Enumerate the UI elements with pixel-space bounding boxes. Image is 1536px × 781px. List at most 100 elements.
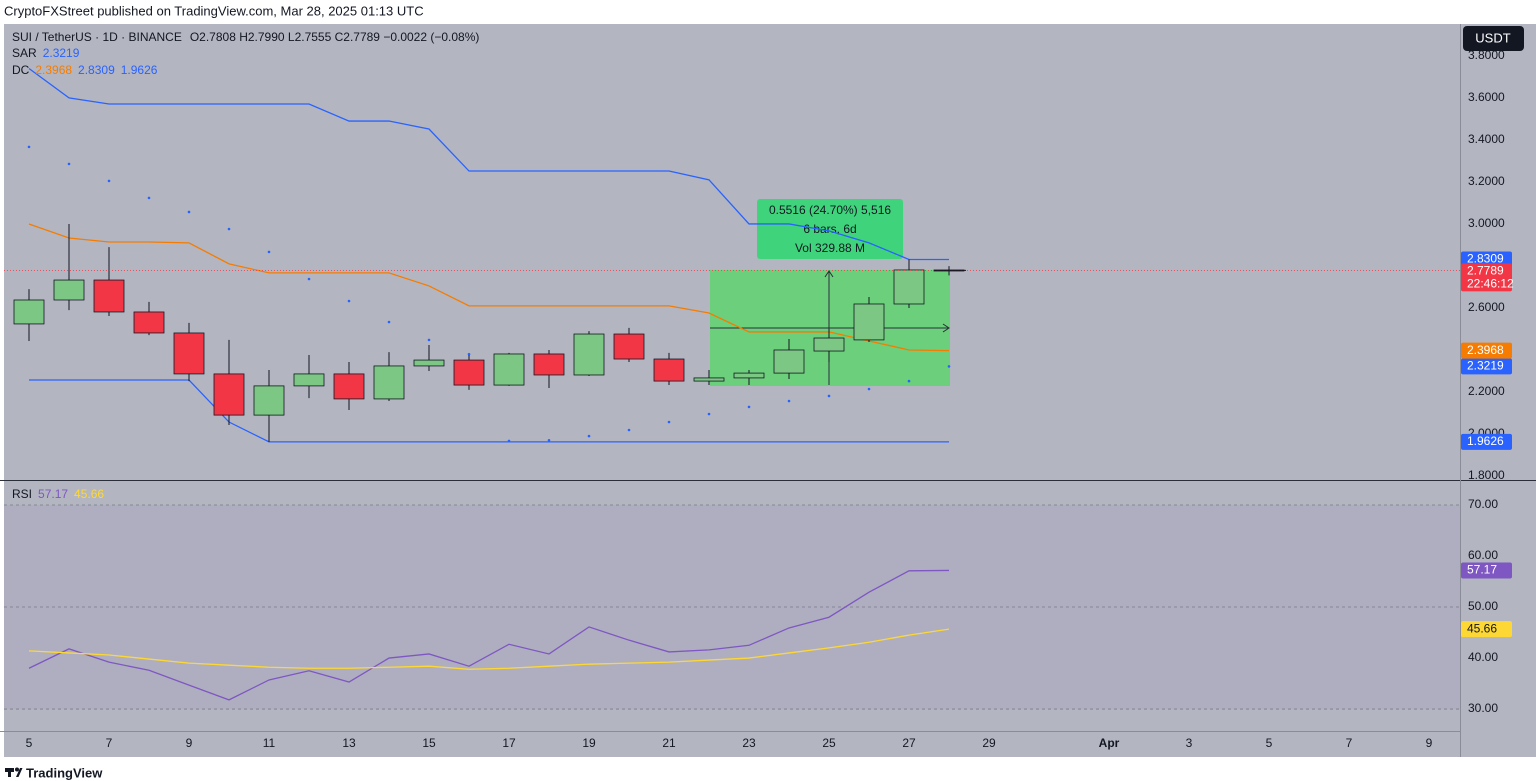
sar-dot xyxy=(27,145,31,149)
sar-dot xyxy=(347,299,351,303)
candle-body xyxy=(253,385,285,416)
price-badge-label: 2.8309 xyxy=(1467,252,1504,266)
x-tick-label: 9 xyxy=(1426,736,1433,750)
candle-body xyxy=(133,311,165,334)
price-badge xyxy=(1461,342,1512,359)
y-tick-label: 1.8000 xyxy=(1468,468,1505,482)
price-badge-label: 57.17 xyxy=(1467,563,1497,577)
sar-dot xyxy=(747,405,751,409)
y-tick-label: 3.2000 xyxy=(1468,174,1505,188)
sar-dot xyxy=(387,320,391,324)
price-badge-label: 2.3219 xyxy=(1467,359,1504,373)
logo-mark xyxy=(16,768,23,777)
indicator-legend: SAR 2.3219 xyxy=(12,46,80,60)
candle-body xyxy=(613,333,645,360)
candle-body xyxy=(573,333,605,376)
sar-dot xyxy=(267,250,271,254)
sar-dot xyxy=(867,387,871,391)
candle-body xyxy=(453,359,485,386)
x-tick-label: 19 xyxy=(582,736,596,750)
legend-name: RSI xyxy=(12,487,32,501)
measure-text: Vol 329.88 M xyxy=(795,241,865,255)
candle-body xyxy=(893,269,925,305)
price-badge-label: 2.7789 xyxy=(1467,264,1504,278)
price-badge-label: 45.66 xyxy=(1467,621,1497,635)
legend-value: 2.8309 xyxy=(78,63,115,77)
x-tick-label: 21 xyxy=(662,736,676,750)
sar-dot xyxy=(947,365,951,368)
sar-dot xyxy=(107,179,111,183)
price-badge xyxy=(1461,621,1512,638)
candle-body xyxy=(13,299,45,325)
logo-mark xyxy=(8,768,11,777)
indicator-line xyxy=(28,68,949,261)
sar-dot xyxy=(667,420,671,424)
measure-text: 6 bars, 6d xyxy=(803,222,856,236)
symbol: SUI / TetherUS · 1D · BINANCE xyxy=(12,30,182,44)
candle-body xyxy=(533,353,565,376)
sar-dot xyxy=(707,412,711,416)
sar-dot xyxy=(147,196,151,200)
measure-text: 0.5516 (24.70%) 5,516 xyxy=(769,203,891,217)
sar-dot xyxy=(307,277,311,281)
x-tick-label: 5 xyxy=(1266,736,1273,750)
candle-body xyxy=(493,353,525,386)
y-tick-label: 50.00 xyxy=(1468,599,1498,613)
overlay: USDT TradingView xyxy=(0,24,1536,781)
indicator-line xyxy=(29,379,949,443)
candle-body xyxy=(853,303,885,341)
sar-dot xyxy=(627,428,631,432)
sar-dot xyxy=(547,439,551,442)
candle-body xyxy=(213,373,245,416)
y-tick-label: 3.4000 xyxy=(1468,132,1505,146)
footer-bar xyxy=(0,757,1536,781)
x-tick-label: 25 xyxy=(822,736,836,750)
y-tick-label: 2.2000 xyxy=(1468,384,1505,398)
symbol-legend: SUI / TetherUS · 1D · BINANCE O2.7808 H2.… xyxy=(12,30,479,44)
candle-body xyxy=(373,365,405,400)
candle-body xyxy=(653,358,685,382)
y-tick-label: 2.6000 xyxy=(1468,300,1505,314)
sar-dot xyxy=(227,227,231,231)
sar-dot xyxy=(587,434,591,438)
rsi-line xyxy=(28,569,950,701)
x-tick-label: 17 xyxy=(502,736,516,750)
candle-body xyxy=(333,373,365,400)
legend-name: SAR xyxy=(12,46,37,60)
indicator-line xyxy=(28,223,950,352)
y-tick-label: 3.6000 xyxy=(1468,90,1505,104)
candle-body xyxy=(693,377,725,382)
legend-name: DC xyxy=(12,63,30,77)
x-tick-label: 27 xyxy=(902,736,916,750)
y-tick-label: 40.00 xyxy=(1468,650,1498,664)
candle-body xyxy=(773,349,805,374)
price-badge xyxy=(1461,562,1512,579)
sar-dot xyxy=(427,338,431,342)
x-tick-label: 3 xyxy=(1186,736,1193,750)
sar-dot xyxy=(187,210,191,214)
candle-body xyxy=(733,372,765,379)
sar-dot xyxy=(467,352,471,356)
sar-dot xyxy=(907,379,911,383)
legend-value: 2.3219 xyxy=(43,46,80,60)
price-badge-label: 2.3968 xyxy=(1467,343,1504,357)
price-badge xyxy=(1461,358,1512,375)
price-badge xyxy=(1461,433,1512,450)
currency-label[interactable]: USDT xyxy=(1475,30,1510,45)
x-tick-label: Apr xyxy=(1099,736,1120,750)
rsi-legend: RSI 57.17 45.66 xyxy=(12,487,104,501)
logo xyxy=(5,767,23,777)
x-tick-label: 15 xyxy=(422,736,436,750)
y-tick-label: 70.00 xyxy=(1468,497,1498,511)
y-tick-label: 3.8000 xyxy=(1468,48,1505,62)
candle-body xyxy=(53,279,85,301)
measure-label xyxy=(757,199,903,259)
legend-value: 45.66 xyxy=(74,487,104,501)
y-tick-label: 60.00 xyxy=(1468,548,1498,562)
rsi-line xyxy=(28,628,950,670)
x-tick-label: 13 xyxy=(342,736,356,750)
sar-dot xyxy=(787,399,791,403)
x-tick-label: 5 xyxy=(26,736,33,750)
currency-button[interactable] xyxy=(1463,26,1524,51)
sar-dot xyxy=(827,394,831,398)
